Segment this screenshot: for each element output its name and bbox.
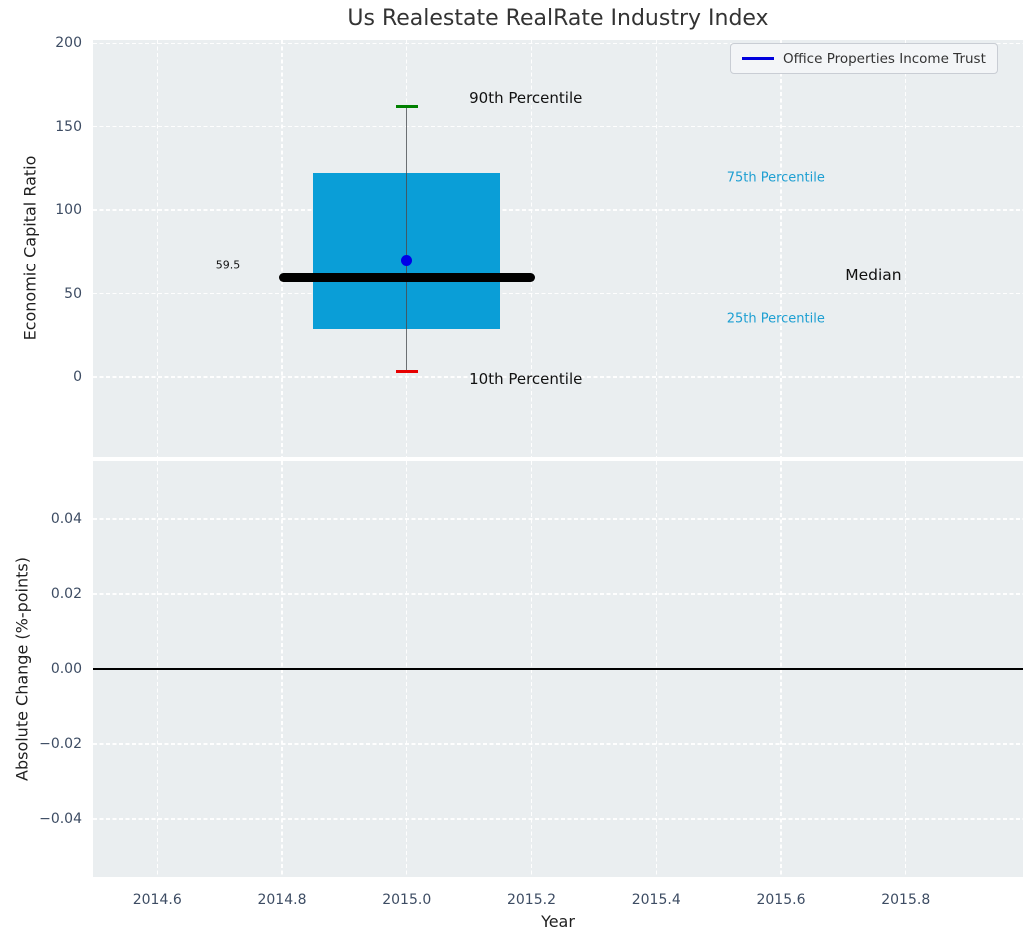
y-tick-label: 0 — [73, 368, 82, 385]
whisker-cap-bottom — [395, 369, 418, 373]
legend: Office Properties Income Trust — [730, 43, 998, 74]
x-tick-label: 2015.0 — [382, 892, 432, 908]
zero-line — [93, 668, 1023, 670]
x-tick-label: 2015.8 — [881, 892, 931, 908]
chart-title: Us Realestate RealRate Industry Index — [347, 6, 769, 31]
y-tick-label: 0.04 — [50, 511, 82, 528]
y-tick-label: 0.02 — [50, 586, 82, 603]
annotation: 90th Percentile — [469, 89, 583, 108]
y-gridline — [93, 376, 1023, 378]
annotation: Median — [845, 266, 902, 285]
x-tick-label: 2014.6 — [132, 892, 182, 908]
y-gridline — [93, 42, 1023, 44]
y-tick-label: 50 — [64, 285, 82, 302]
y-gridline — [93, 743, 1023, 745]
x-gridline — [780, 40, 782, 457]
x-gridline — [530, 40, 533, 457]
legend-label: Office Properties Income Trust — [783, 50, 986, 67]
x-tick-label: 2015.2 — [506, 892, 556, 908]
annotation: 75th Percentile — [726, 170, 825, 186]
y-gridline — [93, 518, 1023, 520]
annotation: 10th Percentile — [469, 369, 583, 388]
annotation: 25th Percentile — [726, 311, 825, 327]
legend-line-sample — [742, 57, 774, 60]
x-gridline — [281, 40, 283, 457]
y-gridline — [93, 126, 1023, 128]
y-tick-label: 100 — [55, 202, 82, 219]
company-point — [401, 254, 413, 266]
top-plot-area — [93, 40, 1023, 457]
y-tick-label: 0.00 — [50, 661, 82, 677]
whisker-inner — [405, 173, 408, 329]
y-tick-label: −0.04 — [39, 810, 82, 827]
whisker-cap-top — [395, 105, 418, 109]
annotation: 59.5 — [215, 258, 241, 272]
x-gridline — [905, 40, 907, 457]
y-gridline — [93, 593, 1023, 595]
x-gridline — [655, 40, 657, 457]
y-tick-label: −0.02 — [39, 735, 82, 752]
x-tick-label: 2015.6 — [756, 892, 806, 908]
top-y-axis-label: Economic Capital Ratio — [20, 155, 40, 341]
x-axis-label: Year — [541, 912, 575, 931]
median-line — [278, 273, 535, 283]
y-tick-label: 150 — [55, 118, 82, 135]
x-tick-label: 2014.8 — [257, 892, 307, 908]
y-gridline — [93, 292, 1023, 295]
x-gridline — [156, 40, 158, 457]
y-gridline — [93, 209, 1023, 211]
x-tick-label: 2015.4 — [631, 892, 681, 908]
y-tick-label: 200 — [55, 35, 82, 52]
y-gridline — [93, 818, 1023, 820]
